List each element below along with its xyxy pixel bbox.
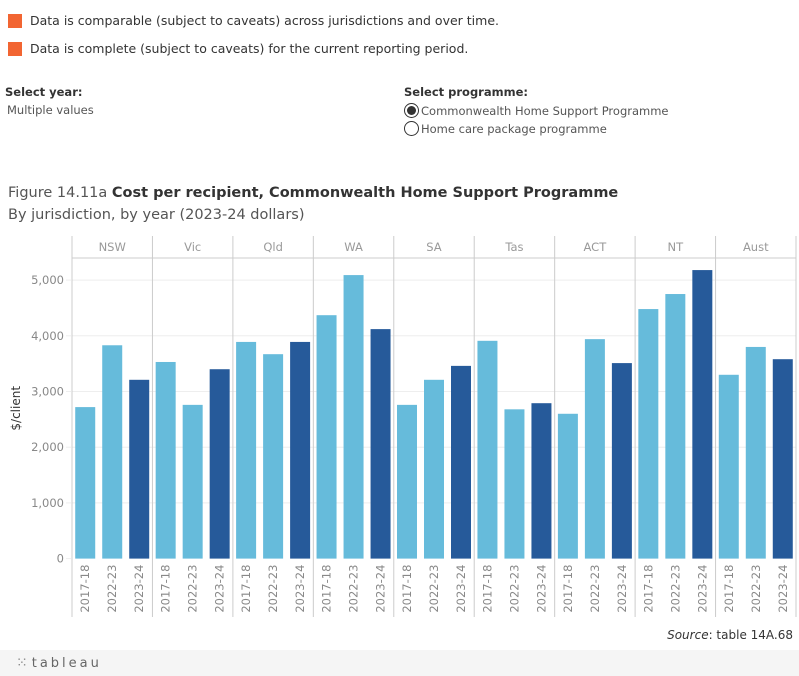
bar-nt-2017-18[interactable]	[638, 309, 659, 559]
bar-aust-2022-23[interactable]	[745, 346, 766, 559]
x-tick-label: 2023-24	[776, 565, 790, 613]
year-filter-title: Select year:	[5, 85, 83, 99]
y-tick-label: 2,000	[31, 440, 64, 454]
y-tick-label: 5,000	[31, 273, 64, 287]
bar-wa-2023-24[interactable]	[370, 329, 391, 559]
x-tick-label: 2022-23	[347, 565, 361, 613]
x-tick-label: 2022-23	[186, 565, 200, 613]
x-tick-label: 2023-24	[695, 565, 709, 613]
panel-header-sa: SA	[426, 240, 442, 254]
x-tick-label: 2022-23	[668, 565, 682, 613]
panel-header-act: ACT	[584, 240, 608, 254]
programme-filter-title: Select programme:	[404, 85, 528, 99]
orange-square-icon	[8, 13, 22, 28]
panel-header-aust: Aust	[743, 240, 769, 254]
x-tick-label: 2017-18	[400, 565, 414, 613]
figure-subtitle: By jurisdiction, by year (2023-24 dollar…	[8, 207, 305, 223]
source-text: : table 14A.68	[708, 628, 793, 642]
x-tick-label: 2022-23	[105, 565, 119, 613]
x-tick-label: 2017-18	[320, 565, 334, 613]
panel-header-wa: WA	[344, 240, 363, 254]
bar-tas-2022-23[interactable]	[504, 409, 525, 559]
figure-number: Figure 14.11a	[8, 185, 108, 201]
y-tick-label: 4,000	[31, 329, 64, 343]
legend-text: Data is comparable (subject to caveats) …	[30, 13, 499, 28]
x-tick-label: 2022-23	[749, 565, 763, 613]
x-tick-label: 2022-23	[266, 565, 280, 613]
tableau-brand: tableau	[31, 655, 102, 671]
panel-header-vic: Vic	[184, 240, 201, 254]
bar-sa-2017-18[interactable]	[397, 404, 417, 559]
panel-header-qld: Qld	[263, 240, 283, 254]
x-tick-label: 2017-18	[722, 565, 736, 613]
y-axis-title: $/client	[9, 386, 23, 431]
bar-sa-2022-23[interactable]	[424, 379, 444, 559]
y-tick-label: 0	[57, 552, 64, 566]
bar-tas-2017-18[interactable]	[477, 340, 498, 559]
bar-nsw-2017-18[interactable]	[75, 407, 96, 559]
year-filter-value[interactable]: Multiple values	[7, 103, 94, 117]
source-label: Source	[667, 628, 709, 642]
figure-title-text: Cost per recipient, Commonwealth Home Su…	[111, 185, 619, 201]
y-tick-label: 3,000	[31, 385, 64, 399]
panel-header-nsw: NSW	[99, 240, 126, 254]
bar-qld-2023-24[interactable]	[290, 341, 311, 559]
bar-tas-2023-24[interactable]	[531, 403, 552, 559]
legend-text: Data is complete (subject to caveats) fo…	[30, 41, 469, 56]
x-tick-label: 2023-24	[132, 565, 146, 613]
x-tick-label: 2023-24	[615, 565, 629, 613]
tableau-logo[interactable]: ⁙ tableau	[16, 655, 102, 671]
bar-vic-2023-24[interactable]	[209, 369, 230, 559]
bar-wa-2017-18[interactable]	[316, 315, 337, 559]
x-tick-label: 2017-18	[561, 565, 575, 613]
radio-label: Commonwealth Home Support Programme	[421, 103, 669, 118]
bar-nsw-2022-23[interactable]	[102, 345, 123, 559]
bar-nsw-2023-24[interactable]	[129, 379, 150, 559]
x-tick-label: 2022-23	[507, 565, 521, 613]
x-tick-label: 2017-18	[239, 565, 253, 613]
x-tick-label: 2017-18	[78, 565, 92, 613]
tableau-footer: ⁙ tableau	[0, 650, 799, 676]
bar-vic-2017-18[interactable]	[155, 361, 176, 559]
bar-wa-2022-23[interactable]	[343, 275, 364, 559]
bar-qld-2017-18[interactable]	[236, 341, 257, 559]
x-tick-label: 2023-24	[534, 565, 548, 613]
x-tick-label: 2017-18	[641, 565, 655, 613]
bar-act-2022-23[interactable]	[584, 339, 605, 559]
radio-option-hcp[interactable]: Home care package programme	[404, 121, 607, 136]
bar-act-2017-18[interactable]	[557, 413, 578, 559]
y-tick-label: 1,000	[31, 496, 64, 510]
bar-aust-2017-18[interactable]	[718, 374, 739, 559]
source-note: Source: table 14A.68	[667, 628, 793, 642]
panel-header-nt: NT	[668, 240, 685, 254]
bar-aust-2023-24[interactable]	[772, 359, 793, 559]
orange-square-icon	[8, 41, 22, 56]
x-tick-label: 2023-24	[374, 565, 388, 613]
legend-item-comparable: Data is comparable (subject to caveats) …	[8, 13, 499, 28]
bar-sa-2023-24[interactable]	[451, 365, 471, 559]
panel-header-tas: Tas	[504, 240, 523, 254]
x-tick-label: 2023-24	[293, 565, 307, 613]
tableau-cross-icon: ⁙	[16, 655, 28, 671]
x-tick-label: 2023-24	[454, 565, 468, 613]
x-tick-label: 2022-23	[427, 565, 441, 613]
figure-title: Figure 14.11a Cost per recipient, Common…	[8, 185, 618, 201]
bar-nt-2022-23[interactable]	[665, 294, 686, 559]
radio-checked-icon[interactable]	[404, 103, 419, 118]
radio-label: Home care package programme	[421, 121, 607, 136]
x-tick-label: 2017-18	[159, 565, 173, 613]
x-tick-label: 2022-23	[588, 565, 602, 613]
radio-option-chsp[interactable]: Commonwealth Home Support Programme	[404, 103, 669, 118]
bar-nt-2023-24[interactable]	[692, 270, 713, 559]
radio-unchecked-icon[interactable]	[404, 121, 419, 136]
bar-act-2023-24[interactable]	[611, 363, 632, 559]
x-tick-label: 2023-24	[213, 565, 227, 613]
bar-vic-2022-23[interactable]	[182, 404, 203, 559]
bar-qld-2022-23[interactable]	[263, 354, 284, 559]
bar-chart: 0 1,000 2,000 3,000 4,000 5,000 $/client NSW 201…	[9, 236, 797, 617]
legend-item-complete: Data is complete (subject to caveats) fo…	[8, 41, 468, 56]
x-tick-label: 2017-18	[480, 565, 494, 613]
